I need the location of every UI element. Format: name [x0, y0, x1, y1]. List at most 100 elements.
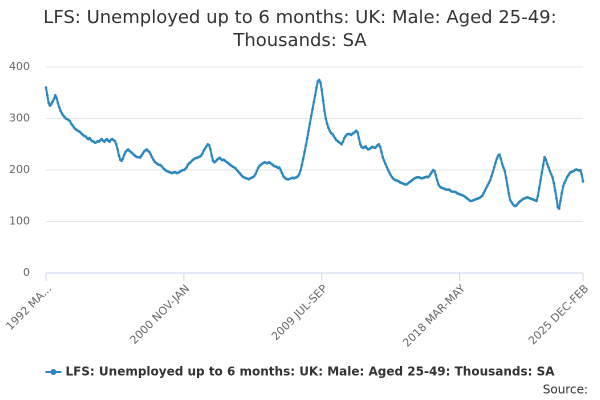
point	[384, 162, 387, 166]
point	[548, 169, 552, 173]
point	[544, 158, 548, 161]
point	[53, 94, 57, 97]
point	[343, 136, 346, 140]
point	[309, 114, 313, 118]
y-tick-label: 200	[9, 163, 30, 176]
point	[553, 189, 557, 192]
point	[140, 154, 143, 157]
point	[252, 174, 256, 178]
y-tick-label: 100	[9, 215, 30, 228]
point	[254, 172, 257, 176]
point	[341, 140, 345, 143]
point	[323, 109, 326, 113]
point	[549, 172, 553, 176]
point	[482, 191, 485, 195]
point	[386, 168, 390, 172]
point	[552, 181, 556, 185]
point	[547, 166, 550, 169]
point	[256, 166, 260, 170]
point	[121, 157, 125, 160]
point	[46, 94, 49, 97]
point	[152, 158, 155, 161]
point	[487, 181, 491, 185]
point	[315, 86, 318, 89]
point	[567, 173, 570, 177]
point	[536, 194, 540, 198]
point	[385, 165, 389, 169]
point	[494, 161, 497, 165]
point	[210, 154, 214, 157]
point	[358, 142, 362, 146]
point	[255, 169, 259, 173]
point	[117, 154, 121, 157]
point	[429, 172, 432, 176]
point	[480, 194, 484, 198]
series-line	[45, 78, 584, 210]
point	[433, 169, 436, 173]
point	[57, 105, 61, 109]
point	[560, 191, 564, 195]
point	[430, 170, 434, 174]
point	[435, 179, 439, 182]
point	[356, 131, 359, 134]
y-tick-label: 0	[23, 266, 30, 279]
point	[308, 122, 312, 125]
point	[116, 148, 119, 151]
point	[50, 102, 53, 106]
point	[56, 101, 60, 105]
point	[149, 153, 153, 156]
point	[209, 148, 212, 151]
point	[333, 136, 337, 140]
point	[328, 129, 332, 133]
x-tick-label: 2018 MAR-MAY	[400, 282, 468, 350]
legend-label: LFS: Unemployed up to 6 months: UK: Male…	[65, 365, 555, 379]
point	[378, 145, 382, 149]
point	[307, 129, 310, 133]
point	[581, 180, 585, 183]
point	[88, 136, 92, 140]
point	[55, 96, 58, 100]
point	[320, 88, 324, 92]
point	[138, 156, 142, 159]
point	[324, 117, 328, 120]
point	[540, 171, 544, 174]
point	[108, 140, 111, 143]
point	[434, 173, 438, 177]
point	[484, 186, 488, 190]
point	[382, 159, 386, 163]
point	[301, 157, 305, 160]
point	[504, 176, 508, 180]
point	[437, 183, 440, 186]
point	[427, 174, 431, 178]
point	[120, 159, 123, 163]
point	[141, 152, 145, 155]
point	[332, 134, 336, 138]
point	[150, 155, 154, 159]
point	[381, 155, 385, 159]
point	[113, 139, 117, 143]
point	[325, 122, 329, 125]
point	[279, 168, 282, 172]
point	[380, 150, 383, 154]
point	[377, 142, 381, 146]
y-tick-label: 400	[9, 60, 30, 73]
point	[71, 123, 74, 127]
point	[280, 171, 284, 175]
point	[508, 198, 512, 202]
point	[561, 185, 565, 188]
point	[545, 162, 549, 166]
point	[317, 78, 321, 82]
point	[207, 143, 211, 147]
point	[492, 166, 496, 169]
point	[388, 171, 391, 174]
point	[299, 168, 302, 172]
point	[507, 191, 511, 195]
point	[579, 168, 582, 172]
point	[357, 136, 361, 140]
point	[488, 179, 492, 182]
point	[564, 179, 568, 182]
x-tick-label: 2025 DEC-FEB	[526, 282, 591, 347]
point	[44, 86, 48, 89]
